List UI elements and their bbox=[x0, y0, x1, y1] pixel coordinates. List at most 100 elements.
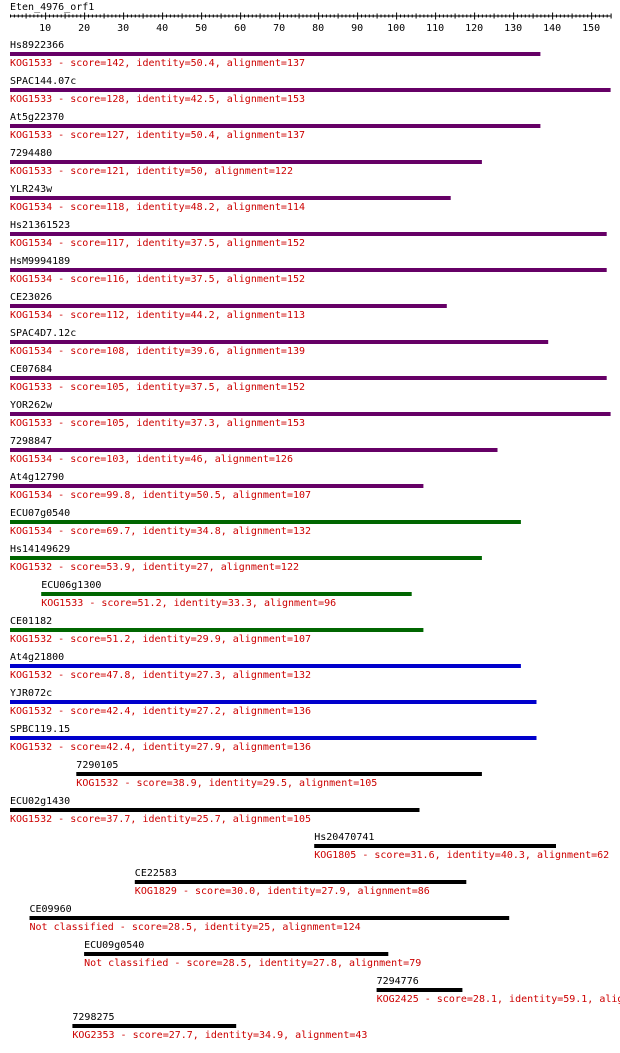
hit-name-label: ECU06g1300 bbox=[41, 580, 101, 591]
hit-row: At4g12790 KOG1534 - score=99.8, identity=… bbox=[10, 472, 424, 501]
tick-label: 140 bbox=[543, 23, 561, 34]
hit-bar bbox=[10, 520, 521, 524]
tick-label: 70 bbox=[273, 23, 285, 34]
hit-row: CE22583 KOG1829 - score=30.0, identity=27… bbox=[134, 868, 467, 897]
hit-detail-label: KOG1532 - score=51.2, identity=29.9, ali… bbox=[10, 634, 311, 645]
hit-row: YOR262w KOG1533 - score=105, identity=37.… bbox=[10, 400, 611, 429]
hit-bar bbox=[76, 772, 482, 776]
hit-bar bbox=[10, 664, 521, 668]
hit-bar bbox=[314, 844, 556, 848]
hit-row: ECU07g0540 KOG1534 - score=69.7, identity… bbox=[10, 508, 521, 537]
hit-bar bbox=[10, 448, 498, 452]
hit-name-label: Hs8922366 bbox=[10, 40, 64, 51]
hit-row: At5g22370 KOG1533 - score=127, identity=5… bbox=[10, 112, 541, 141]
tick-label: 80 bbox=[312, 23, 324, 34]
hit-name-label: Hs14149629 bbox=[10, 544, 70, 555]
hit-row: 7290105 KOG1532 - score=38.9, identity=29… bbox=[76, 760, 482, 789]
hit-name-label: CE23026 bbox=[10, 292, 52, 303]
hit-bar bbox=[10, 268, 607, 272]
tick-label: 20 bbox=[78, 23, 90, 34]
hit-bar bbox=[10, 304, 447, 308]
hit-detail-label: KOG1533 - score=121, identity=50, alignm… bbox=[10, 166, 293, 177]
hit-name-label: ECU09g0540 bbox=[84, 940, 144, 951]
hit-detail-label: KOG1532 - score=37.7, identity=25.7, ali… bbox=[10, 814, 311, 825]
hit-row: CE01182 KOG1532 - score=51.2, identity=29… bbox=[10, 616, 424, 645]
hit-list: Hs8922366 KOG1533 - score=142, identity=5… bbox=[10, 40, 620, 1041]
hit-bar bbox=[10, 52, 541, 56]
hit-row: 7298275 KOG2353 - score=27.7, identity=34… bbox=[72, 1012, 367, 1041]
hit-row: CE09960 Not classified - score=28.5, iden… bbox=[29, 904, 510, 933]
hit-row: SPBC119.15 KOG1532 - score=42.4, identity… bbox=[10, 724, 537, 753]
hit-detail-label: KOG1533 - score=105, identity=37.3, alig… bbox=[10, 418, 305, 429]
hit-name-label: CE01182 bbox=[10, 616, 52, 627]
hit-detail-label: KOG1829 - score=30.0, identity=27.9, ali… bbox=[135, 886, 430, 897]
hit-name-label: ECU07g0540 bbox=[10, 508, 70, 519]
hit-detail-label: KOG1534 - score=116, identity=37.5, alig… bbox=[10, 274, 305, 285]
hit-row: ECU06g1300 KOG1533 - score=51.2, identity… bbox=[41, 580, 412, 609]
hit-detail-label: KOG1533 - score=128, identity=42.5, alig… bbox=[10, 94, 305, 105]
hit-bar bbox=[10, 808, 420, 812]
hit-row: 7294776 KOG2425 - score=28.1, identity=59… bbox=[376, 976, 620, 1005]
hit-detail-label: KOG2425 - score=28.1, identity=59.1, ali… bbox=[377, 994, 620, 1005]
hit-bar bbox=[10, 124, 541, 128]
hit-name-label: 7290105 bbox=[76, 760, 118, 771]
hit-detail-label: KOG1533 - score=127, identity=50.4, alig… bbox=[10, 130, 305, 141]
tick-label: 120 bbox=[465, 23, 483, 34]
hit-row: SPAC4D7.12c KOG1534 - score=108, identity… bbox=[10, 328, 549, 357]
hit-bar bbox=[134, 880, 467, 884]
tick-label: 40 bbox=[156, 23, 168, 34]
hit-detail-label: KOG1533 - score=51.2, identity=33.3, ali… bbox=[41, 598, 336, 609]
hit-row: Hs8922366 KOG1533 - score=142, identity=5… bbox=[10, 40, 541, 69]
tick-label: 60 bbox=[234, 23, 246, 34]
tick-label: 110 bbox=[426, 23, 444, 34]
hit-bar bbox=[10, 88, 611, 92]
tick-label: 90 bbox=[351, 23, 363, 34]
hit-name-label: SPAC144.07c bbox=[10, 76, 76, 87]
hit-detail-label: KOG1533 - score=142, identity=50.4, alig… bbox=[10, 58, 305, 69]
hit-name-label: YOR262w bbox=[10, 400, 53, 411]
hit-detail-label: KOG1805 - score=31.6, identity=40.3, ali… bbox=[314, 850, 609, 861]
hit-name-label: At4g21800 bbox=[10, 652, 64, 663]
hit-row: CE23026 KOG1534 - score=112, identity=44.… bbox=[10, 292, 447, 321]
hit-bar bbox=[10, 700, 537, 704]
tick-label: 10 bbox=[39, 23, 51, 34]
hit-name-label: SPAC4D7.12c bbox=[10, 328, 76, 339]
x-axis: 10 20 30 40 50 60 70 80 90 100 110 120 130 140 150 bbox=[10, 12, 612, 34]
hit-name-label: 7294776 bbox=[377, 976, 419, 987]
hit-name-label: 7298275 bbox=[72, 1012, 114, 1023]
tick-label: 100 bbox=[387, 23, 405, 34]
hit-bar bbox=[29, 916, 510, 920]
hit-detail-label: KOG1533 - score=105, identity=37.5, alig… bbox=[10, 382, 305, 393]
hit-name-label: Hs21361523 bbox=[10, 220, 70, 231]
tick-label: 30 bbox=[117, 23, 129, 34]
hit-bar bbox=[72, 1024, 237, 1028]
hit-row: ECU02g1430 KOG1532 - score=37.7, identity… bbox=[10, 796, 420, 825]
hit-detail-label: KOG1532 - score=42.4, identity=27.2, ali… bbox=[10, 706, 311, 717]
hit-name-label: CE09960 bbox=[30, 904, 72, 915]
hit-bar bbox=[10, 196, 451, 200]
hit-name-label: CE22583 bbox=[135, 868, 177, 879]
hit-row: YLR243w KOG1534 - score=118, identity=48.… bbox=[10, 184, 451, 213]
tick-label: 130 bbox=[504, 23, 522, 34]
hit-name-label: HsM9994189 bbox=[10, 256, 70, 267]
hit-detail-label: KOG1532 - score=38.9, identity=29.5, ali… bbox=[76, 778, 377, 789]
hit-name-label: At4g12790 bbox=[10, 472, 64, 483]
hit-name-label: YJR072c bbox=[10, 688, 52, 699]
hit-row: Hs14149629 KOG1532 - score=53.9, identity… bbox=[10, 544, 482, 573]
tick-label: 150 bbox=[582, 23, 600, 34]
hit-row: Hs20470741 KOG1805 - score=31.6, identity… bbox=[314, 832, 609, 861]
hit-row: 7294480 KOG1533 - score=121, identity=50,… bbox=[10, 148, 482, 177]
hit-bar bbox=[10, 556, 482, 560]
hit-name-label: YLR243w bbox=[10, 184, 53, 195]
hit-name-label: Hs20470741 bbox=[314, 832, 374, 843]
hit-row: SPAC144.07c KOG1533 - score=128, identity… bbox=[10, 76, 611, 105]
hit-bar bbox=[10, 736, 537, 740]
tick-label: 50 bbox=[195, 23, 207, 34]
hit-bar bbox=[10, 160, 482, 164]
hit-detail-label: KOG1534 - score=108, identity=39.6, alig… bbox=[10, 346, 305, 357]
hit-bar bbox=[10, 412, 611, 416]
hit-row: CE07684 KOG1533 - score=105, identity=37.… bbox=[10, 364, 607, 393]
hit-name-label: SPBC119.15 bbox=[10, 724, 70, 735]
